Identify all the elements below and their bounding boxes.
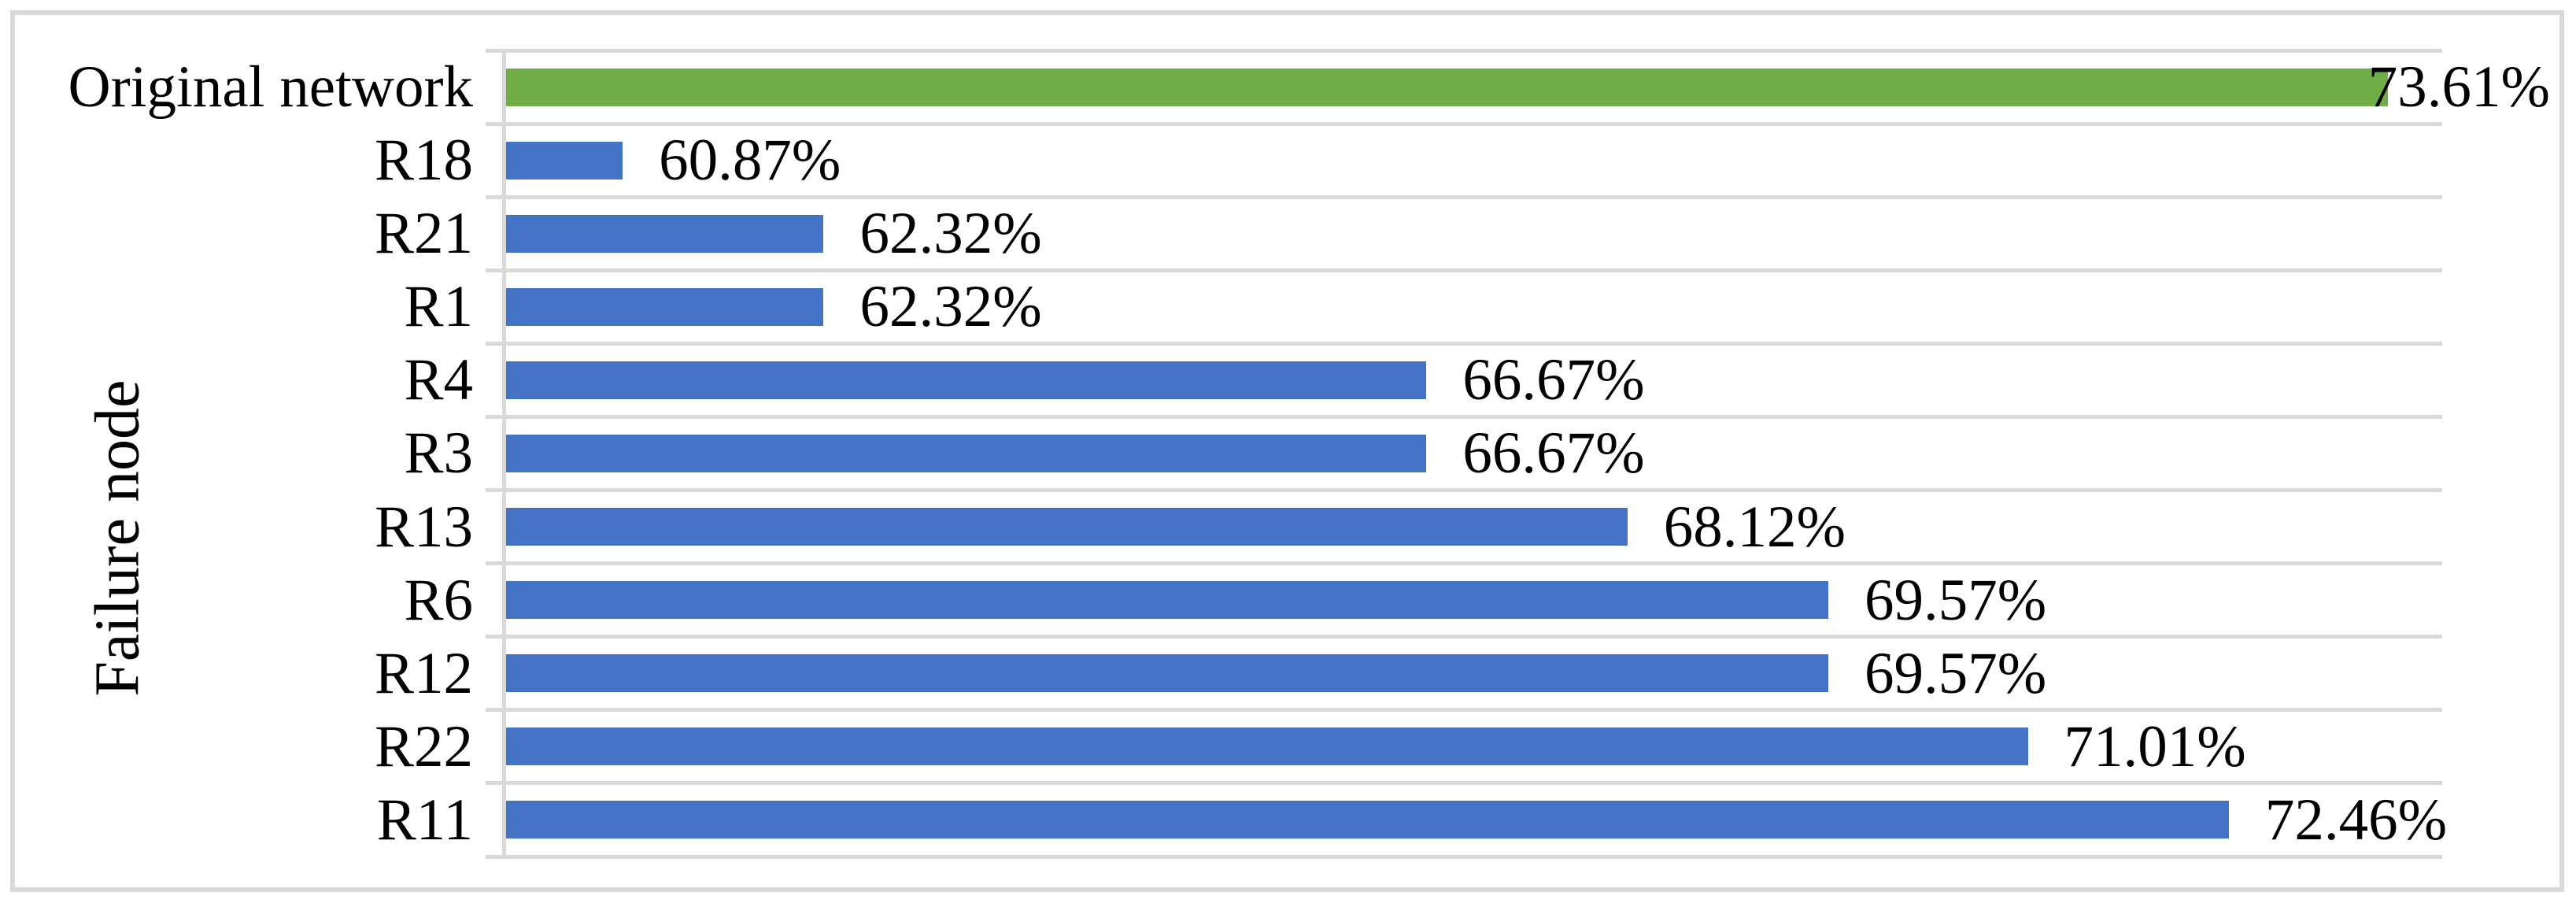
chart-border [10, 10, 2564, 892]
category-label: Original network [68, 54, 473, 120]
category-gridline [486, 854, 2442, 859]
category-gridline [486, 561, 2442, 566]
data-label: 69.57% [1865, 567, 2047, 633]
category-gridline [486, 194, 2442, 199]
data-label: 73.61% [2367, 54, 2550, 120]
category-label: R1 [404, 274, 473, 340]
data-label: 68.12% [1663, 494, 1846, 560]
bar-r21 [506, 214, 824, 253]
data-label: 62.32% [859, 201, 1042, 267]
bar-r4 [506, 361, 1427, 399]
y-axis-title-text: Failure node [83, 379, 153, 697]
bar-r12 [506, 654, 1828, 693]
bar-r22 [506, 727, 2028, 766]
data-label: 69.57% [1865, 640, 2047, 706]
data-label: 60.87% [659, 128, 841, 194]
category-label: R18 [374, 128, 473, 194]
bar-r13 [506, 508, 1628, 546]
data-label: 71.01% [2064, 713, 2246, 779]
category-gridline [486, 781, 2442, 786]
bar-r11 [506, 801, 2229, 839]
category-label: R6 [404, 567, 473, 633]
category-gridline [486, 48, 2442, 53]
category-label: R21 [374, 201, 473, 267]
category-label: R11 [376, 787, 473, 853]
category-axis-line [502, 48, 506, 859]
bar-r6 [506, 581, 1828, 620]
category-gridline [486, 121, 2442, 126]
category-label: R22 [374, 713, 473, 779]
category-gridline [486, 488, 2442, 493]
bar-r3 [506, 435, 1427, 472]
category-gridline [486, 268, 2442, 272]
category-label: R4 [404, 347, 473, 413]
category-gridline [486, 635, 2442, 639]
data-label: 62.32% [859, 274, 1042, 340]
data-label: 66.67% [1462, 420, 1645, 487]
category-gridline [486, 414, 2442, 419]
category-gridline [486, 708, 2442, 713]
bar-r1 [506, 287, 824, 326]
data-label: 72.46% [2264, 787, 2448, 853]
category-label: R12 [374, 640, 473, 706]
data-label: 66.67% [1462, 347, 1645, 413]
category-label: R13 [374, 494, 473, 560]
bar-r18 [506, 141, 623, 180]
y-axis-title: Failure node [55, 160, 181, 907]
category-label: R3 [404, 420, 473, 487]
category-gridline [486, 341, 2442, 346]
bar-original-network [506, 68, 2389, 106]
